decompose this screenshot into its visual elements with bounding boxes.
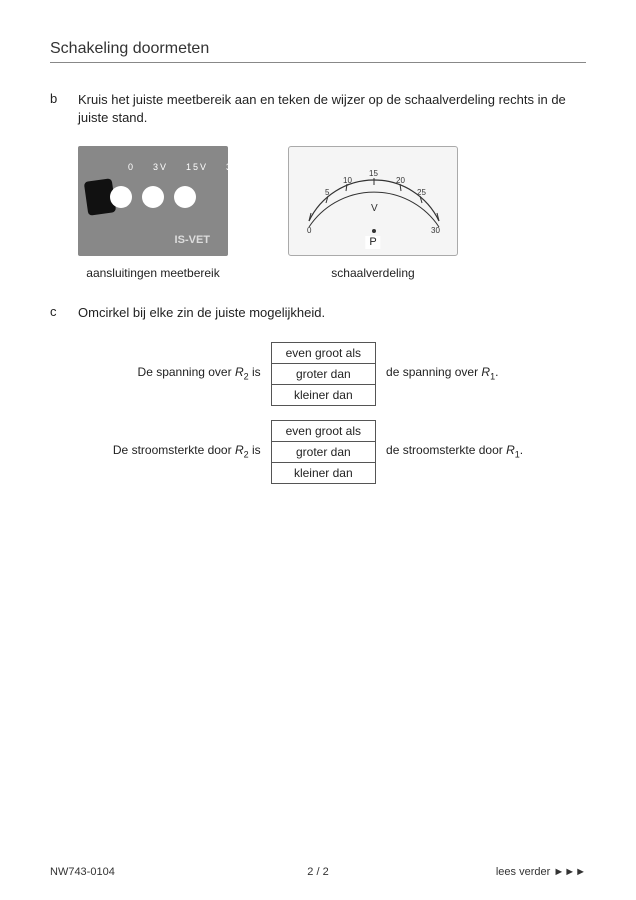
tick-2: 15V: [186, 162, 208, 172]
question-b-letter: b: [50, 91, 78, 126]
svg-text:15: 15: [369, 169, 378, 178]
option-equal[interactable]: even groot als: [272, 343, 375, 364]
figures-row: 0 3V 15V 30V IS-VET aansluitingen meetbe…: [78, 146, 586, 280]
page-title: Schakeling doormeten: [50, 40, 586, 58]
option-smaller[interactable]: kleiner dan: [272, 385, 375, 405]
header-divider: [50, 62, 586, 63]
footer-doc-id: NW743-0104: [50, 866, 115, 878]
compare-voltage-options: even groot als groter dan kleiner dan: [271, 342, 376, 406]
tick-3: 30V: [226, 162, 228, 172]
question-b: b Kruis het juiste meetbereik aan en tek…: [50, 91, 586, 126]
svg-text:25: 25: [417, 188, 426, 197]
question-b-text: Kruis het juiste meetbereik aan en teken…: [78, 91, 586, 126]
device-image: 0 3V 15V 30V IS-VET: [78, 146, 228, 256]
device-brand: IS-VET: [175, 234, 210, 246]
pivot-label: P: [365, 236, 380, 249]
compare-row-voltage: De spanning over R2 is even groot als gr…: [50, 342, 586, 406]
unit-label: V: [371, 203, 378, 214]
device-tick-labels: 0 3V 15V 30V: [128, 162, 228, 172]
tick-0: 0: [128, 162, 135, 172]
footer-continue: lees verder ►►►: [496, 866, 586, 878]
option-greater[interactable]: groter dan: [272, 364, 375, 385]
figure-connections: 0 3V 15V 30V IS-VET aansluitingen meetbe…: [78, 146, 228, 280]
compare-voltage-left: De spanning over R2 is: [138, 365, 261, 381]
terminal-icon: [142, 186, 164, 208]
option-greater[interactable]: groter dan: [272, 442, 375, 463]
question-c-letter: c: [50, 304, 78, 322]
page-footer: NW743-0104 2 / 2 lees verder ►►►: [50, 866, 586, 878]
option-equal[interactable]: even groot als: [272, 421, 375, 442]
scale-arc-icon: 0 5 10 15 20 25 30 V: [301, 161, 447, 241]
terminal-holes: [78, 186, 228, 208]
compare-current-right: de stroomsterkte door R1.: [386, 443, 523, 459]
voltmeter-image: 0 5 10 15 20 25 30 V P: [288, 146, 458, 256]
svg-text:20: 20: [396, 176, 405, 185]
terminal-icon: [110, 186, 132, 208]
footer-page-number: 2 / 2: [307, 866, 328, 878]
compare-row-current: De stroomsterkte door R2 is even groot a…: [50, 420, 586, 484]
figure-scale-caption: schaalverdeling: [331, 266, 414, 280]
tick-1: 3V: [153, 162, 168, 172]
compare-current-options: even groot als groter dan kleiner dan: [271, 420, 376, 484]
question-c: c Omcirkel bij elke zin de juiste mogeli…: [50, 304, 586, 322]
compare-voltage-right: de spanning over R1.: [386, 365, 498, 381]
svg-text:10: 10: [343, 176, 352, 185]
compare-current-left: De stroomsterkte door R2 is: [113, 443, 261, 459]
svg-text:0: 0: [307, 226, 312, 235]
svg-text:30: 30: [431, 226, 440, 235]
figure-connections-caption: aansluitingen meetbereik: [86, 266, 219, 280]
svg-text:5: 5: [325, 188, 330, 197]
option-smaller[interactable]: kleiner dan: [272, 463, 375, 483]
question-c-text: Omcirkel bij elke zin de juiste mogelijk…: [78, 304, 586, 322]
figure-scale: 0 5 10 15 20 25 30 V P schaalverdeling: [288, 146, 458, 280]
terminal-icon: [174, 186, 196, 208]
